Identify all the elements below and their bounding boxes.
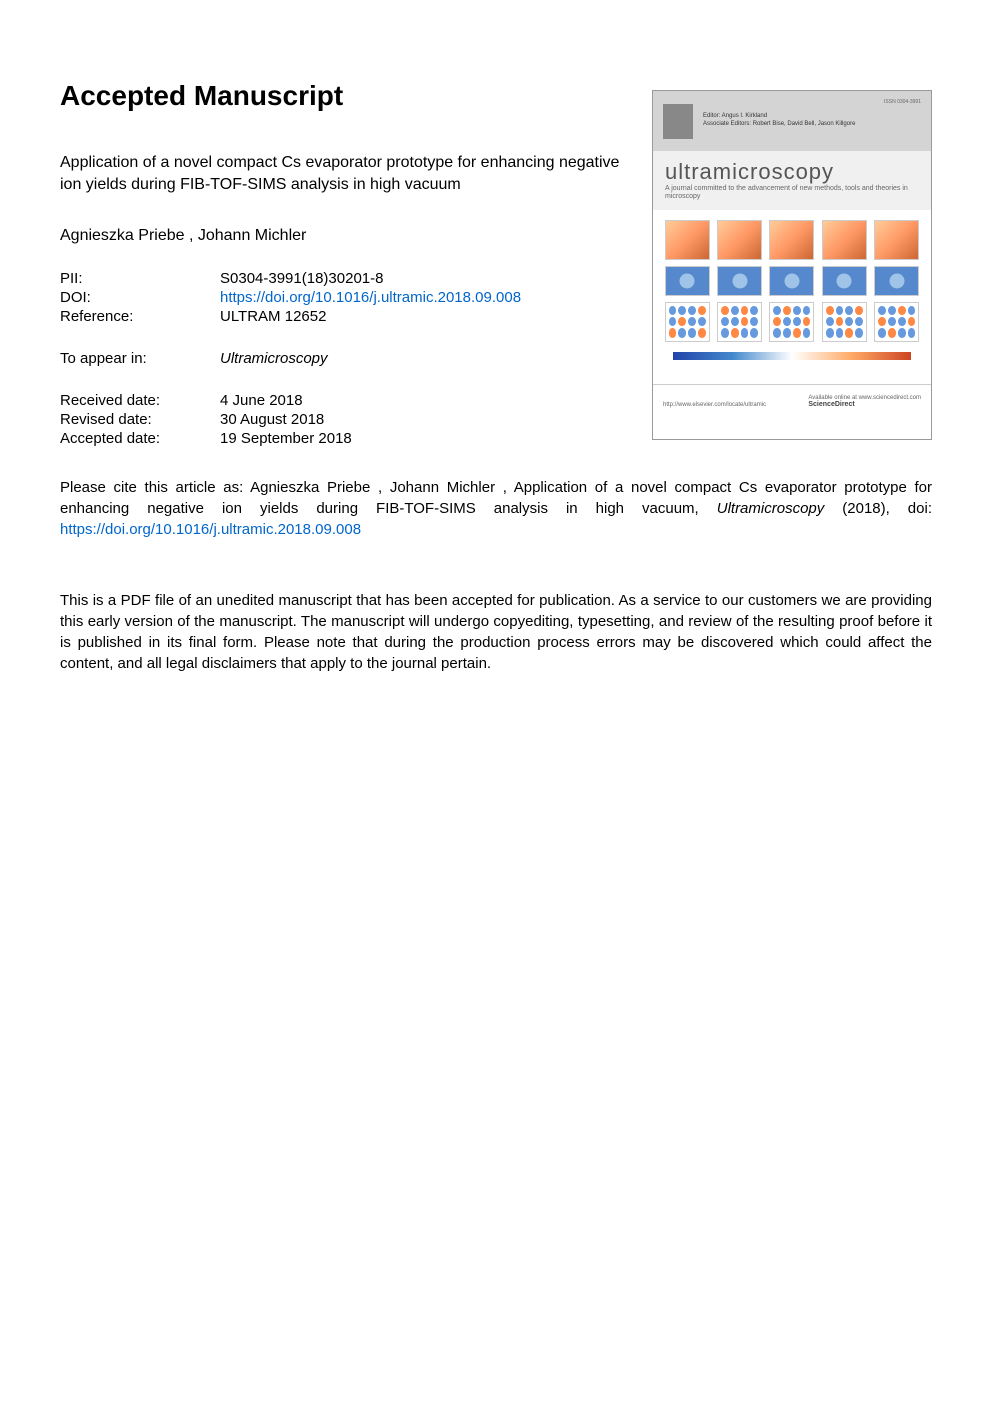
revised-value: 30 August 2018 bbox=[220, 411, 324, 428]
figure-circle-icon bbox=[717, 266, 762, 296]
figure-map-icon bbox=[822, 220, 867, 260]
figure-map-icon bbox=[769, 220, 814, 260]
article-title: Application of a novel compact Cs evapor… bbox=[60, 152, 620, 197]
figure-row-1 bbox=[663, 220, 921, 260]
sciencedirect-text: ScienceDirect bbox=[808, 401, 921, 408]
figure-dots-icon bbox=[874, 302, 919, 342]
available-text: Available online at www.sciencedirect.co… bbox=[808, 395, 921, 401]
citation-doi-link[interactable]: https://doi.org/10.1016/j.ultramic.2018.… bbox=[60, 521, 361, 538]
citation-year: (2018), doi: bbox=[824, 500, 932, 517]
cover-journal-name: ultramicroscopy bbox=[665, 159, 919, 185]
received-value: 4 June 2018 bbox=[220, 392, 303, 409]
doi-link[interactable]: https://doi.org/10.1016/j.ultramic.2018.… bbox=[220, 289, 521, 306]
doi-label: DOI: bbox=[60, 289, 220, 306]
figure-circle-icon bbox=[822, 266, 867, 296]
received-label: Received date: bbox=[60, 392, 220, 409]
disclaimer-section: This is a PDF file of an unedited manusc… bbox=[60, 590, 932, 674]
citation-journal: Ultramicroscopy bbox=[717, 500, 825, 517]
figure-map-icon bbox=[717, 220, 762, 260]
accepted-label: Accepted date: bbox=[60, 430, 220, 447]
accepted-value: 19 September 2018 bbox=[220, 430, 352, 447]
editor-line1: Editor: Angus I. Kirkland bbox=[703, 113, 855, 121]
ref-value: ULTRAM 12652 bbox=[220, 308, 326, 325]
colorbar-icon bbox=[673, 352, 911, 360]
disclaimer-text: This is a PDF file of an unedited manusc… bbox=[60, 590, 932, 674]
cover-url: http://www.elsevier.com/locate/ultramic bbox=[663, 402, 766, 408]
pii-label: PII: bbox=[60, 270, 220, 287]
editor-line2: Associate Editors: Robert Bise, David Be… bbox=[703, 121, 855, 129]
title-section: Application of a novel compact Cs evapor… bbox=[60, 152, 620, 197]
figure-dots-icon bbox=[665, 302, 710, 342]
appear-value: Ultramicroscopy bbox=[220, 350, 328, 367]
cover-title-section: ultramicroscopy A journal committed to t… bbox=[653, 151, 931, 210]
revised-label: Revised date: bbox=[60, 411, 220, 428]
cover-availability: Available online at www.sciencedirect.co… bbox=[808, 395, 921, 408]
cover-editor-info: Editor: Angus I. Kirkland Associate Edit… bbox=[703, 113, 855, 129]
figure-circle-icon bbox=[769, 266, 814, 296]
citation-section: Please cite this article as: Agnieszka P… bbox=[60, 477, 932, 540]
figure-map-icon bbox=[665, 220, 710, 260]
figure-circle-icon bbox=[874, 266, 919, 296]
ref-label: Reference: bbox=[60, 308, 220, 325]
figure-dots-icon bbox=[822, 302, 867, 342]
issn-text: ISSN 0304-3991 bbox=[884, 99, 921, 105]
elsevier-logo-icon bbox=[663, 104, 693, 139]
figure-circle-icon bbox=[665, 266, 710, 296]
journal-cover: ISSN 0304-3991 Editor: Angus I. Kirkland… bbox=[652, 90, 932, 440]
figure-map-icon bbox=[874, 220, 919, 260]
figure-dots-icon bbox=[717, 302, 762, 342]
cover-footer: http://www.elsevier.com/locate/ultramic … bbox=[653, 384, 931, 418]
appear-label: To appear in: bbox=[60, 350, 220, 367]
cover-figures bbox=[653, 210, 931, 374]
cover-tagline: A journal committed to the advancement o… bbox=[665, 185, 919, 202]
figure-row-2 bbox=[663, 266, 921, 296]
figure-dots-icon bbox=[769, 302, 814, 342]
pii-value: S0304-3991(18)30201-8 bbox=[220, 270, 383, 287]
figure-row-3 bbox=[663, 302, 921, 342]
